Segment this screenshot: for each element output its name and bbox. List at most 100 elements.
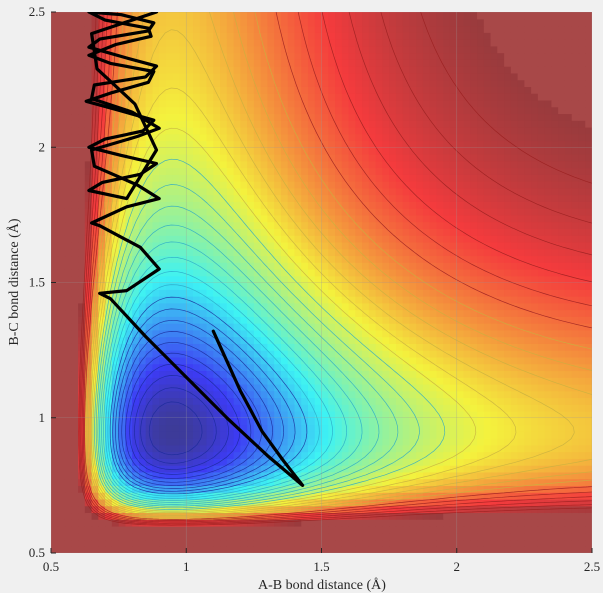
colormap-cell bbox=[422, 255, 431, 263]
colormap-cell bbox=[307, 525, 316, 534]
colormap-cell bbox=[78, 140, 86, 148]
colormap-cell bbox=[328, 350, 336, 358]
colormap-cell bbox=[118, 154, 126, 162]
colormap-cell bbox=[362, 187, 370, 196]
colormap-cell bbox=[64, 208, 72, 216]
colormap-cell bbox=[537, 302, 546, 311]
colormap-cell bbox=[105, 512, 113, 520]
colormap-cell bbox=[355, 262, 363, 270]
colormap-cell bbox=[280, 363, 289, 372]
colormap-cell bbox=[551, 147, 559, 155]
colormap-cell bbox=[389, 458, 397, 466]
colormap-cell bbox=[199, 377, 208, 385]
colormap-cell bbox=[84, 492, 93, 500]
colormap-cell bbox=[213, 519, 221, 527]
colormap-cell bbox=[159, 275, 167, 284]
colormap-cell bbox=[280, 431, 289, 439]
colormap-cell bbox=[422, 532, 431, 541]
colormap-cell bbox=[456, 289, 465, 297]
colormap-cell bbox=[456, 410, 465, 419]
colormap-cell bbox=[449, 350, 458, 358]
colormap-cell bbox=[321, 377, 329, 385]
colormap-cell bbox=[483, 181, 492, 189]
colormap-cell bbox=[165, 282, 174, 290]
colormap-cell bbox=[199, 302, 208, 311]
colormap-cell bbox=[456, 174, 465, 182]
colormap-cell bbox=[165, 133, 174, 142]
colormap-cell bbox=[544, 147, 553, 155]
colormap-cell bbox=[138, 214, 147, 223]
colormap-cell bbox=[91, 201, 99, 209]
colormap-cell bbox=[226, 174, 235, 182]
colormap-cell bbox=[105, 235, 113, 243]
colormap-cell bbox=[159, 329, 167, 338]
colormap-cell bbox=[395, 181, 404, 189]
colormap-cell bbox=[287, 410, 296, 419]
colormap-cell bbox=[355, 546, 363, 553]
colormap-cell bbox=[260, 214, 268, 223]
colormap-cell bbox=[558, 424, 566, 432]
colormap-cell bbox=[382, 336, 390, 344]
colormap-cell bbox=[490, 492, 498, 500]
colormap-cell bbox=[226, 309, 235, 317]
colormap-cell bbox=[551, 221, 559, 229]
colormap-cell bbox=[186, 397, 194, 405]
colormap-cell bbox=[328, 377, 336, 385]
colormap-cell bbox=[105, 532, 113, 541]
colormap-cell bbox=[213, 235, 221, 243]
colormap-cell bbox=[321, 343, 329, 351]
colormap-cell bbox=[436, 546, 444, 553]
colormap-cell bbox=[456, 444, 465, 453]
colormap-cell bbox=[301, 465, 309, 473]
colormap-cell bbox=[382, 160, 390, 169]
colormap-cell bbox=[422, 160, 431, 169]
colormap-cell bbox=[477, 512, 485, 520]
colormap-cell bbox=[220, 181, 228, 189]
colormap-cell bbox=[375, 431, 383, 439]
colormap-cell bbox=[483, 471, 492, 480]
colormap-cell bbox=[544, 133, 553, 142]
colormap-cell bbox=[78, 363, 86, 372]
colormap-cell bbox=[355, 377, 363, 385]
colormap-cell bbox=[172, 194, 181, 202]
colormap-cell bbox=[449, 282, 458, 290]
colormap-cell bbox=[335, 221, 343, 229]
colormap-cell bbox=[497, 424, 505, 432]
colormap-cell bbox=[443, 417, 451, 426]
colormap-cell bbox=[436, 350, 444, 358]
colormap-cell bbox=[274, 235, 282, 243]
colormap-cell bbox=[132, 525, 140, 534]
colormap-cell bbox=[571, 498, 580, 507]
colormap-cell bbox=[287, 268, 296, 277]
colormap-cell bbox=[125, 248, 133, 257]
colormap-cell bbox=[531, 485, 539, 493]
colormap-cell bbox=[585, 248, 592, 257]
colormap-cell bbox=[226, 214, 235, 223]
colormap-cell bbox=[456, 404, 465, 412]
colormap-cell bbox=[456, 214, 465, 223]
colormap-cell bbox=[564, 167, 573, 175]
colormap-cell bbox=[118, 241, 126, 250]
colormap-cell bbox=[179, 140, 187, 148]
colormap-cell bbox=[98, 181, 106, 189]
colormap-cell bbox=[240, 471, 248, 480]
colormap-cell bbox=[558, 133, 566, 142]
colormap-cell bbox=[307, 289, 316, 297]
colormap-cell bbox=[510, 174, 519, 182]
colormap-cell bbox=[125, 241, 133, 250]
colormap-cell bbox=[416, 410, 424, 419]
colormap-cell bbox=[477, 525, 485, 534]
colormap-cell bbox=[111, 201, 120, 209]
colormap-cell bbox=[328, 390, 336, 399]
colormap-cell bbox=[368, 181, 377, 189]
colormap-cell bbox=[199, 268, 208, 277]
colormap-cell bbox=[98, 525, 106, 534]
colormap-cell bbox=[551, 390, 559, 399]
colormap-cell bbox=[78, 546, 86, 553]
colormap-cell bbox=[497, 410, 505, 419]
colormap-cell bbox=[253, 532, 262, 541]
colormap-cell bbox=[179, 160, 187, 169]
colormap-cell bbox=[314, 309, 323, 317]
colormap-cell bbox=[152, 492, 160, 500]
colormap-cell bbox=[517, 431, 525, 439]
